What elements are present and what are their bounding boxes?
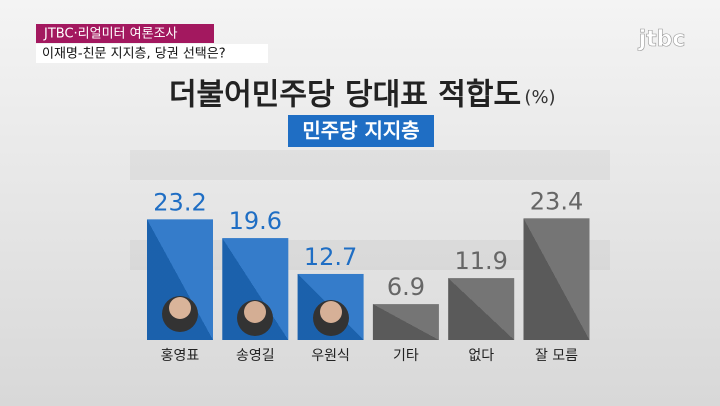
unit: (%): [524, 87, 555, 108]
x-tick-label: 우원식: [311, 348, 350, 364]
value-label: 6.9: [387, 273, 425, 301]
headline-box: [36, 44, 268, 63]
bar-shade: [523, 218, 590, 340]
subtitle: 민주당 지지층: [302, 119, 419, 143]
logo: jtbc: [638, 27, 686, 52]
chart-title: 더불어민주당 당대표 적합도: [169, 78, 521, 113]
value-label: 23.4: [530, 187, 583, 215]
portrait-face: [244, 301, 266, 323]
subtitle-box: [288, 115, 434, 147]
bar-shade: [448, 278, 515, 340]
value-label: 12.7: [304, 243, 357, 271]
value-label: 19.6: [229, 207, 282, 235]
x-tick-label: 송영길: [236, 348, 275, 364]
x-tick-label: 홍영표: [161, 348, 200, 364]
value-label: 23.2: [153, 188, 206, 216]
portrait-face: [320, 301, 342, 323]
tag-box: [36, 24, 214, 43]
tag: JTBC·리얼미터 여론조사: [43, 27, 178, 42]
x-tick-label: 없다: [468, 348, 494, 364]
headline: 이재명-친문 지지층, 당권 선택은?: [42, 47, 226, 62]
x-tick-label: 잘 모름: [535, 348, 578, 364]
bar-shade: [372, 304, 439, 340]
band: [130, 150, 610, 180]
portrait-face: [169, 297, 191, 319]
portraits: [162, 296, 349, 336]
x-tick-label: 기타: [393, 348, 419, 364]
value-label: 11.9: [454, 247, 507, 275]
